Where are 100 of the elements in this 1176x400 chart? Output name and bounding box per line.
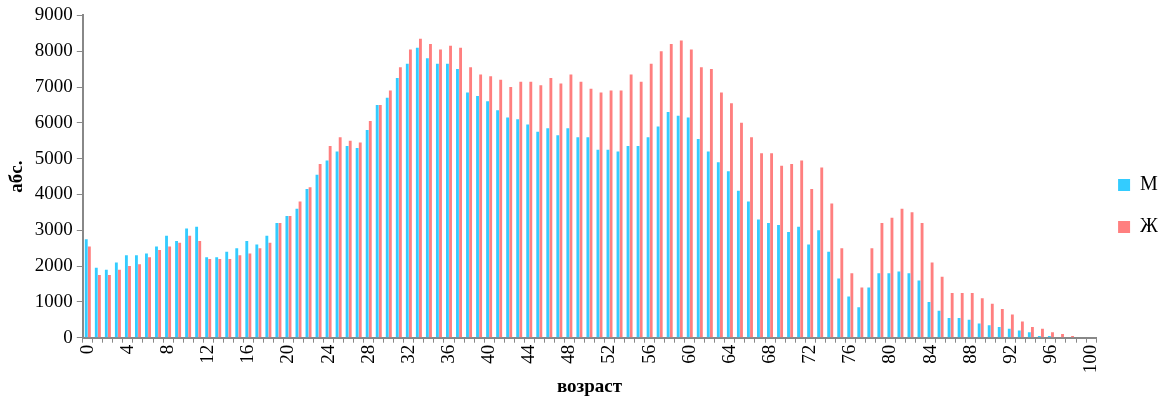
bar	[1017, 330, 1021, 338]
bar	[970, 292, 974, 338]
x-tick-label: 52	[597, 344, 619, 364]
bar	[857, 307, 861, 338]
bar	[967, 319, 971, 338]
x-tick-label: 68	[758, 344, 780, 364]
bar	[1000, 309, 1004, 338]
bar	[235, 248, 239, 338]
bar	[84, 239, 88, 338]
bar	[940, 276, 944, 338]
bar	[699, 67, 703, 338]
bar	[907, 273, 911, 338]
bar	[198, 241, 202, 338]
bar	[1030, 326, 1034, 338]
bar	[810, 189, 814, 338]
x-tick-label: 56	[637, 344, 659, 364]
bar	[770, 153, 774, 338]
bar	[405, 63, 409, 338]
bar	[155, 246, 158, 338]
bar	[930, 262, 934, 338]
bar	[736, 190, 740, 338]
bar	[228, 258, 232, 338]
y-tick-label: 3000	[34, 218, 73, 240]
bar	[629, 74, 633, 338]
bar	[760, 153, 763, 338]
bar	[365, 130, 369, 338]
bar	[659, 51, 663, 338]
y-tick-label: 8000	[34, 39, 73, 61]
x-tick-label: 76	[838, 344, 860, 364]
bar	[867, 287, 871, 338]
bar	[807, 244, 811, 338]
bar	[656, 126, 660, 338]
bar	[696, 138, 700, 338]
bar	[719, 92, 723, 338]
bar	[800, 160, 804, 338]
bar	[388, 90, 392, 338]
x-tick-label: 72	[798, 344, 820, 364]
x-tick-label: 84	[918, 344, 940, 364]
bar	[348, 140, 352, 338]
bar	[559, 83, 563, 338]
bar	[145, 253, 148, 338]
bar	[1007, 328, 1011, 338]
x-tick-label: 80	[878, 344, 900, 364]
x-tick-label: 4	[115, 344, 137, 355]
x-tick-label: 24	[316, 344, 338, 364]
bar	[94, 267, 98, 338]
bar	[1027, 332, 1031, 338]
y-tick-label: 1000	[34, 289, 73, 311]
bar	[178, 242, 182, 338]
bar	[355, 147, 359, 338]
bar	[787, 232, 790, 338]
x-tick-label: 0	[75, 344, 97, 355]
x-tick-label: 88	[958, 344, 980, 364]
bar	[499, 79, 503, 338]
y-tick-label: 6000	[34, 110, 73, 132]
bar	[777, 224, 780, 338]
bar	[730, 103, 733, 338]
bar	[118, 269, 121, 338]
bar	[870, 248, 874, 338]
bar	[980, 298, 984, 338]
legend-label: М	[1140, 172, 1159, 195]
bar	[489, 76, 493, 338]
bar	[666, 112, 670, 338]
x-tick-label: 60	[677, 344, 699, 364]
bar	[104, 269, 108, 338]
bar	[128, 266, 131, 338]
bar	[847, 296, 851, 338]
bar	[877, 273, 881, 338]
bar	[639, 81, 643, 338]
bar	[726, 171, 730, 338]
bar	[415, 47, 419, 338]
bar	[138, 264, 141, 338]
x-tick-label: 92	[998, 344, 1020, 364]
bar	[385, 97, 389, 338]
bar	[469, 67, 473, 338]
bar	[338, 137, 342, 338]
y-tick-label: 2000	[34, 254, 73, 276]
x-tick-label: 8	[156, 344, 178, 355]
bar	[318, 164, 322, 338]
bar	[148, 257, 151, 338]
bar	[830, 203, 834, 338]
bar	[328, 146, 332, 338]
bar	[449, 45, 452, 338]
bar	[97, 275, 101, 338]
bar	[429, 44, 432, 338]
bar	[529, 81, 533, 338]
bar	[757, 219, 760, 338]
bar	[556, 135, 560, 338]
x-tick-label: 28	[356, 344, 378, 364]
bar	[225, 251, 229, 338]
bar	[506, 117, 510, 338]
bar	[476, 95, 479, 338]
bar	[358, 142, 362, 338]
bar	[539, 85, 543, 338]
y-tick-label: 5000	[34, 146, 73, 168]
bar	[165, 235, 168, 338]
x-tick-label: 36	[436, 344, 458, 364]
x-tick-label: 64	[717, 344, 739, 364]
bar	[526, 124, 530, 338]
bar	[586, 137, 590, 338]
